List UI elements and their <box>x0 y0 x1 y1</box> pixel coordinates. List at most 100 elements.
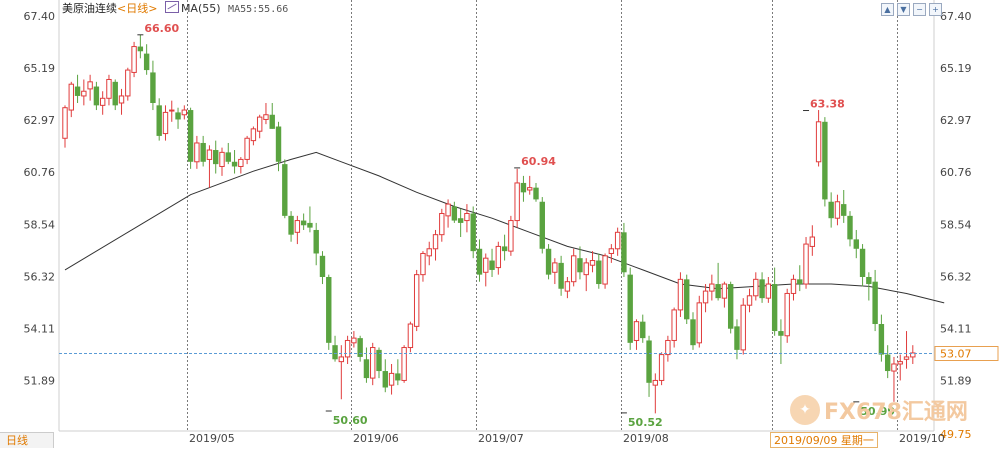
candle-body <box>307 222 313 228</box>
extreme-annotations: 66.60 50.60 60.94 50.52 63.38 50.99 <box>137 22 895 429</box>
candle <box>489 248 495 277</box>
candle-body <box>797 279 803 285</box>
period-button[interactable]: 日线 <box>0 432 54 448</box>
candle-body <box>702 290 709 304</box>
candle-body <box>872 281 878 325</box>
candle <box>169 100 175 122</box>
candle <box>702 284 709 313</box>
candle <box>514 168 520 228</box>
candle-body <box>131 46 137 73</box>
candle <box>326 274 332 350</box>
candle-body <box>696 302 702 344</box>
candle <box>187 107 194 169</box>
candle-body <box>778 331 784 336</box>
candle <box>784 288 790 343</box>
y-tick-label-right: 58.54 <box>940 218 972 231</box>
candle <box>363 347 370 383</box>
candle-body <box>457 218 464 223</box>
candle-body <box>589 260 596 266</box>
candle <box>439 208 445 242</box>
candle <box>125 67 131 101</box>
candle <box>859 244 866 287</box>
candle-body <box>93 86 100 106</box>
candle-body <box>727 284 734 329</box>
candle-body <box>495 245 502 269</box>
symbol-name: 美原油连续 <box>62 2 117 15</box>
extreme-label: 63.38 <box>810 98 845 111</box>
candle-body <box>150 72 156 103</box>
candle <box>602 253 608 289</box>
candle-body <box>841 204 847 216</box>
candle <box>106 74 112 106</box>
candle <box>828 192 834 228</box>
candle-body <box>357 338 363 357</box>
y-tick-label-right: 60.76 <box>940 166 972 179</box>
last-price-line: 53.07 <box>59 346 999 361</box>
y-tick-label-right: 62.97 <box>940 114 972 127</box>
candle-body <box>420 252 426 276</box>
candle <box>709 274 715 301</box>
candle-body <box>445 203 451 217</box>
candle <box>244 135 250 165</box>
candle <box>175 107 181 129</box>
candle-body <box>884 354 891 372</box>
candle-body <box>508 220 514 252</box>
candle <box>156 98 162 141</box>
candle-body <box>344 339 351 358</box>
candle-body <box>112 81 118 106</box>
candle <box>483 253 489 287</box>
candle-body <box>81 90 87 97</box>
candle <box>652 373 659 414</box>
extreme-label: 60.94 <box>521 155 556 168</box>
zoom-in-icon[interactable]: + <box>929 3 942 16</box>
candle-body <box>219 151 225 167</box>
candle-body <box>376 349 382 372</box>
candle-body <box>470 213 476 252</box>
extreme-label: 50.52 <box>628 416 663 429</box>
candle <box>376 347 382 379</box>
candle <box>797 265 803 292</box>
candle-body <box>269 114 275 129</box>
candle <box>677 272 684 317</box>
candle <box>545 244 552 280</box>
arrow-up-icon[interactable]: ▲ <box>881 3 894 16</box>
y-tick-label-left: 65.19 <box>24 62 56 75</box>
candle-body <box>206 149 213 160</box>
candle <box>426 241 432 266</box>
candle <box>614 227 621 256</box>
candle-body <box>99 97 106 106</box>
y-tick-label-right: 54.11 <box>940 322 972 335</box>
candle <box>872 269 878 332</box>
candle-body <box>608 248 615 254</box>
candle <box>558 255 564 296</box>
ma-indicator-icon[interactable] <box>164 1 179 13</box>
candle <box>508 215 514 256</box>
arrow-down-icon[interactable]: ▼ <box>897 3 910 16</box>
candle <box>790 274 797 301</box>
candle-body <box>520 182 527 193</box>
candle <box>74 74 81 103</box>
candle <box>539 197 545 254</box>
last-price-tag <box>934 346 999 361</box>
candle-body <box>501 246 508 252</box>
candle-body <box>577 258 583 273</box>
candle <box>300 213 307 230</box>
candle <box>627 267 633 350</box>
candle <box>307 206 313 233</box>
candle-body <box>313 229 319 254</box>
x-tick-label: 2019/05 <box>189 432 235 445</box>
zoom-out-icon[interactable]: − <box>913 3 926 16</box>
fx678-logo-icon: ✦ <box>790 395 820 425</box>
candle <box>263 102 269 125</box>
candle <box>621 222 627 277</box>
candle-body <box>734 326 740 350</box>
candles <box>62 34 916 414</box>
candle <box>815 110 822 167</box>
watermark: ✦ FX678汇通网 <box>790 394 968 426</box>
candle <box>282 159 288 219</box>
candle <box>891 356 897 402</box>
candle-body <box>250 128 257 142</box>
candle <box>194 135 200 169</box>
candle-body <box>822 121 828 200</box>
candle-body <box>828 201 834 219</box>
